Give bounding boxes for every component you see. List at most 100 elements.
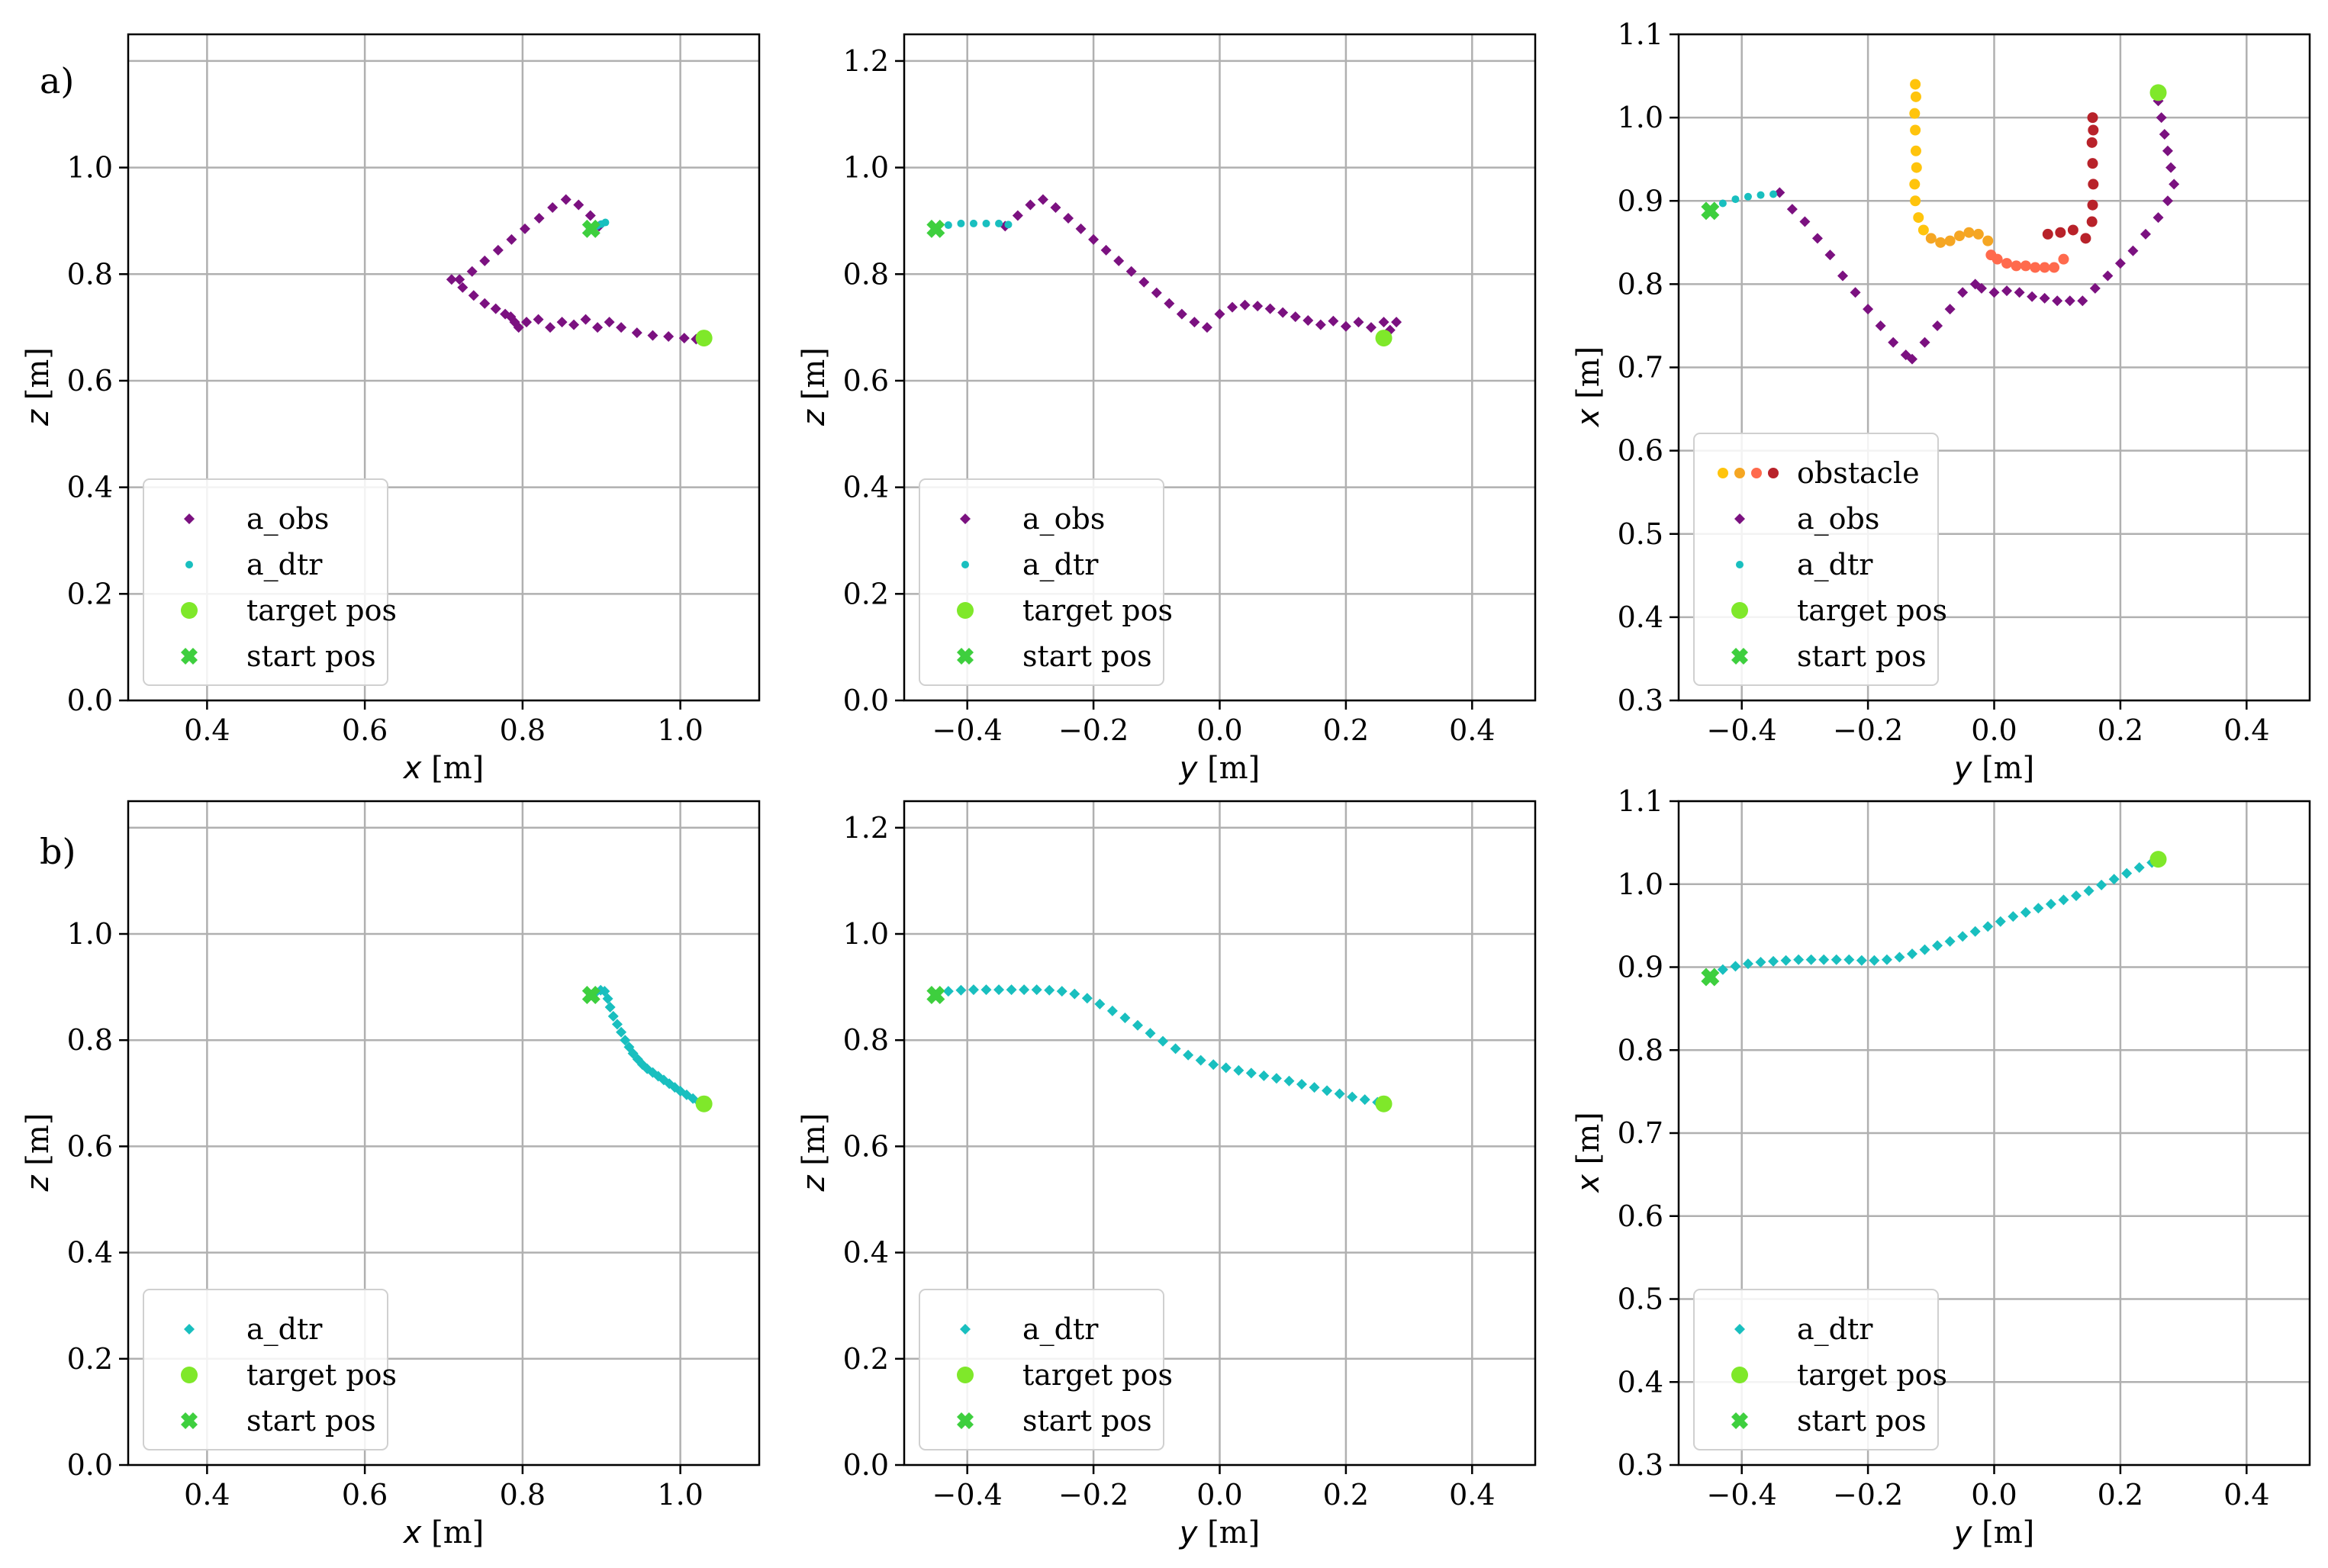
legend-label-a-dtr: a_dtr	[1022, 1312, 1099, 1347]
a-obs-point	[1125, 266, 1137, 277]
a-dtr-point	[1744, 192, 1752, 201]
y-tick-label: 1.2	[843, 44, 889, 78]
obstacle-point	[1913, 212, 1924, 224]
obstacle-point	[2049, 262, 2060, 273]
a-dtr-point	[1258, 1070, 1270, 1081]
chart-b2: −0.4 −0.2 0.0 0.2 0.4 0.0 0.2 0.4 0.6 0.8 1.0 1.2 y …	[797, 800, 1537, 1550]
obstacle-point	[1910, 195, 1921, 207]
a-obs-point	[1957, 287, 1969, 298]
a-dtr-point	[1731, 195, 1740, 204]
a-obs-point	[1888, 336, 1899, 348]
a-dtr-point	[1957, 931, 1969, 942]
y-tick-label: 0.3	[1618, 684, 1663, 717]
a-dtr-point	[607, 1010, 619, 1022]
a-dtr-point	[1334, 1088, 1345, 1100]
y-tick-label: 0.2	[843, 1342, 889, 1376]
a-obs-point	[678, 333, 690, 344]
a-obs-point	[519, 223, 530, 234]
a-dtr-point	[1220, 1062, 1232, 1074]
y-axis-label: z [m]	[21, 347, 56, 427]
start-pos-marker	[581, 986, 601, 1005]
legend-label-target: target pos	[246, 594, 397, 627]
obstacle-point	[1972, 228, 1984, 240]
a-dtr-point	[942, 986, 954, 997]
legend-obstacle-marker	[1768, 468, 1779, 478]
y-tick-label: 0.0	[67, 1448, 113, 1482]
a-obs-point	[2165, 162, 2177, 173]
x-tick-label: 0.6	[342, 713, 388, 747]
y-tick-label: 0.4	[843, 471, 889, 504]
x-tick-label: 0.8	[500, 1478, 546, 1512]
y-tick-label: 0.3	[1618, 1448, 1663, 1482]
legend-start-marker	[181, 1412, 198, 1429]
a-obs-point	[1214, 308, 1225, 320]
legend-obstacle-marker	[1751, 468, 1762, 478]
a-obs-point	[1799, 216, 1811, 227]
obstacle-point	[2086, 137, 2098, 148]
a-obs-point	[1315, 319, 1326, 330]
a-obs-point	[1100, 244, 1112, 256]
series-a-dtr	[932, 219, 1013, 233]
x-tick-label: 0.4	[1449, 713, 1495, 747]
a-obs-point	[573, 199, 584, 211]
a-dtr-point	[2108, 874, 2120, 885]
a-dtr-point	[1208, 1059, 1219, 1071]
x-tick-label: 0.0	[1196, 713, 1242, 747]
legend-label-a-dtr: a_dtr	[1797, 1312, 1873, 1347]
a-obs-point	[506, 233, 517, 245]
a-obs-point	[1786, 204, 1798, 215]
y-tick-label: 0.6	[1618, 434, 1663, 468]
legend-obstacle-marker	[1718, 468, 1728, 478]
target-pos-marker	[2149, 84, 2167, 101]
y-tick-label: 1.1	[1618, 784, 1663, 818]
a-obs-point	[604, 317, 615, 328]
a-obs-point	[545, 322, 556, 333]
a-obs-point	[1164, 298, 1175, 309]
a-obs-point	[1239, 299, 1251, 311]
a-dtr-point	[1932, 940, 1943, 951]
a-dtr-point	[1183, 1049, 1194, 1061]
series-a-dtr	[1706, 190, 1778, 215]
a-dtr-point	[1044, 984, 1055, 996]
a-dtr-point	[1805, 954, 1817, 965]
a-obs-point	[1328, 315, 1339, 327]
a-obs-point	[647, 330, 658, 341]
a-dtr-point	[1718, 199, 1727, 208]
obstacle-point	[2080, 233, 2091, 244]
y-tick-label: 0.8	[67, 1023, 113, 1057]
x-axis-label: y [m]	[1953, 1515, 2035, 1550]
y-tick-label: 0.8	[1618, 267, 1663, 301]
legend-start-marker	[1731, 1412, 1748, 1429]
a-obs-point	[1189, 317, 1200, 328]
obstacle-point	[2030, 262, 2041, 273]
legend-box	[919, 1289, 1164, 1450]
x-tick-label: 0.4	[184, 713, 230, 747]
legend-start-marker	[957, 1412, 974, 1429]
a-obs-point	[466, 266, 478, 277]
legend-a-dtr-marker	[960, 1324, 971, 1335]
x-tick-label: 0.4	[2223, 713, 2269, 747]
a-obs-point	[1151, 287, 1162, 298]
legend-label-target: target pos	[1797, 594, 1947, 627]
y-tick-label: 0.6	[1618, 1199, 1663, 1233]
obstacle-point	[2086, 216, 2098, 227]
a-dtr-point	[1793, 954, 1805, 965]
a-dtr-point	[1843, 954, 1855, 965]
a-obs-point	[1176, 308, 1187, 320]
a-obs-point	[556, 317, 568, 328]
x-tick-label: −0.2	[1833, 713, 1903, 747]
x-tick-label: −0.4	[932, 1478, 1003, 1512]
y-tick-label: 0.7	[1618, 1116, 1663, 1150]
start-pos-marker	[1701, 201, 1720, 221]
a-obs-point	[1050, 201, 1061, 213]
a-obs-point	[568, 319, 580, 330]
a-obs-point	[2169, 179, 2180, 190]
a-dtr-point	[601, 218, 610, 227]
a-dtr-point	[1004, 221, 1013, 229]
target-pos-marker	[1375, 1095, 1393, 1112]
obstacle-point	[1909, 179, 1921, 190]
y-tick-label: 0.6	[843, 1129, 889, 1163]
x-tick-label: 1.0	[657, 713, 703, 747]
legend-a-obs-marker	[960, 514, 971, 524]
y-tick-label: 0.4	[67, 1236, 113, 1270]
